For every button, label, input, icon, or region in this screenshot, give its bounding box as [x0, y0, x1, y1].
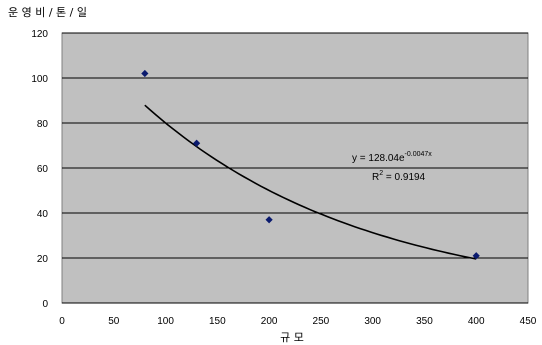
- gridlines: [62, 32, 528, 304]
- y-tick-label: 20: [37, 254, 49, 265]
- x-tick-label: 350: [416, 316, 433, 327]
- x-tick-label: 150: [209, 316, 226, 327]
- y-axis-ticks: 0 20 40 60 80 100 120: [31, 29, 48, 310]
- x-tick-label: 300: [364, 316, 381, 327]
- data-point-marker: [472, 252, 480, 260]
- y-tick-label: 60: [37, 164, 49, 175]
- y-tick-label: 40: [37, 209, 49, 220]
- data-point-marker: [193, 139, 201, 147]
- x-axis-ticks: 0 50 100 150 200 250 300 350 400 450: [59, 316, 537, 327]
- x-tick-label: 250: [313, 316, 330, 327]
- y-tick-label: 80: [37, 119, 49, 130]
- x-tick-label: 450: [520, 316, 537, 327]
- x-tick-label: 200: [261, 316, 278, 327]
- x-tick-label: 50: [108, 316, 120, 327]
- x-axis-title: 규 모: [280, 331, 304, 344]
- y-tick-label: 0: [42, 299, 48, 310]
- data-points: [141, 69, 480, 260]
- y-tick-label: 120: [31, 29, 48, 40]
- data-point-marker: [265, 216, 273, 224]
- y-axis-title: 운 영 비 / 톤 / 일: [8, 5, 87, 19]
- trendline: [144, 104, 477, 260]
- x-tick-label: 100: [157, 316, 174, 327]
- x-tick-label: 0: [59, 316, 65, 327]
- trendline-equation: y = 128.04e-0.0047x: [352, 151, 432, 164]
- data-point-marker: [141, 69, 149, 78]
- x-tick-label: 400: [468, 316, 485, 327]
- y-tick-label: 100: [31, 74, 48, 85]
- r-squared-label: R2 = 0.9194: [372, 170, 426, 183]
